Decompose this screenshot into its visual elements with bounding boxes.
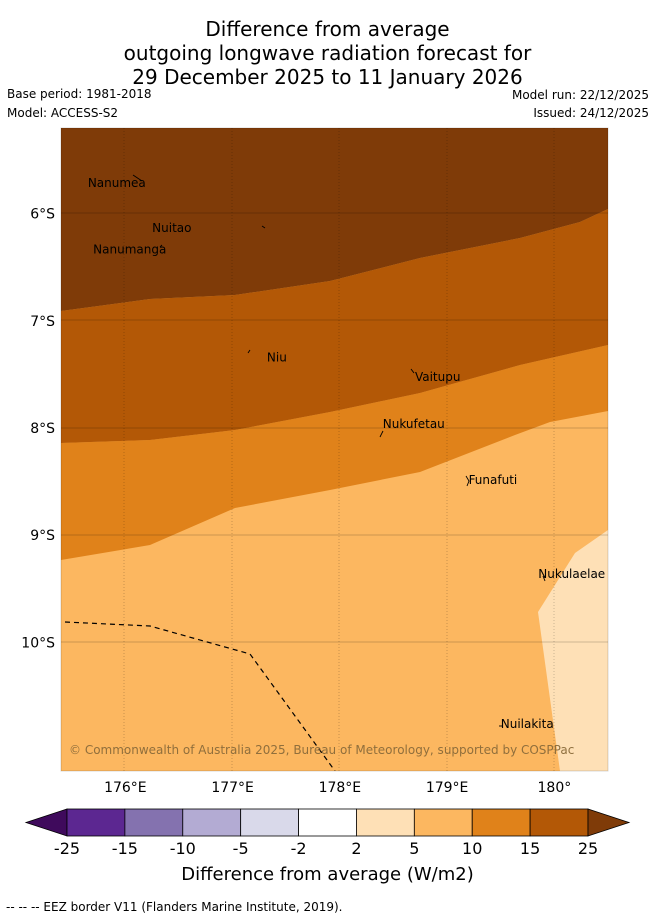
band-2-5 (538, 530, 608, 771)
place-label-vaitupu: Vaitupu (415, 370, 461, 384)
lat-tick-label: 6°S (30, 207, 55, 223)
place-label-funafuti: Funafuti (469, 473, 518, 487)
model-run: Model run: 22/12/2025 (511, 88, 649, 102)
colorbar-segment (471, 808, 531, 837)
band-15-25 (61, 209, 608, 443)
lat-tick-label: 7°S (30, 314, 55, 330)
lat-tick-label: 10°S (21, 635, 55, 651)
colorbar-tick-label: -2 (290, 839, 307, 858)
colorbar-extend-high (587, 808, 631, 837)
colorbar-tick-label: 2 (351, 839, 362, 858)
map-panel: Nanumea Nuitao Nanumanga Niu Vaitupu Nukufeta… (61, 128, 608, 771)
issued-date: Issued: 24/12/2025 (533, 106, 649, 120)
place-label-niu: Niu (267, 351, 287, 365)
colorbar-segment (413, 808, 473, 837)
eez-border (64, 621, 336, 771)
colorbar-tick-label: -10 (169, 839, 196, 858)
colorbar-segment (356, 808, 415, 837)
colorbar-tick-label: 15 (519, 839, 541, 858)
place-label-nuilakita: Nuilakita (501, 717, 554, 731)
colorbar-tick-label: -15 (111, 839, 138, 858)
title-line-3: 29 December 2025 to 11 January 2026 (132, 65, 523, 89)
colorbar-segment (182, 808, 242, 837)
colorbar-title: Difference from average (W/m2) (181, 864, 474, 885)
lat-tick-label: 9°S (30, 528, 55, 544)
lon-tick-label: 176°E (104, 780, 147, 796)
eez-legend-note: -- -- -- EEZ border V11 (Flanders Marine… (6, 900, 343, 914)
colorbar (24, 808, 631, 837)
lon-tick-label: 179°E (426, 780, 469, 796)
colorbar-tick-label: 5 (409, 839, 420, 858)
place-label-nanumanga: Nanumanga (93, 242, 166, 256)
title-line-2: outgoing longwave radiation forecast for (123, 41, 532, 65)
colorbar-segment (298, 808, 357, 837)
graticule (61, 128, 608, 771)
band-10-15 (61, 345, 608, 560)
colorbar-segment (529, 808, 589, 837)
colorbar-tick-label: -25 (53, 839, 81, 858)
colorbar-tick-label: 10 (462, 839, 483, 858)
base-period: Base period: 1981-2018 (7, 87, 152, 101)
title-line-1: Difference from average (205, 17, 450, 41)
place-label-nanumea: Nanumea (88, 176, 146, 190)
lon-tick-label: 178°E (319, 780, 362, 796)
place-label-nukufetau: Nukufetau (383, 417, 445, 431)
colorbar-segment (124, 808, 184, 837)
map-frame (60, 127, 609, 772)
colorbar-extend-low (24, 808, 68, 837)
model-name: Model: ACCESS-S2 (7, 106, 119, 120)
place-label-nukulaelae: Nukulaelae (538, 567, 605, 581)
copyright-text: © Commonwealth of Australia 2025, Bureau… (69, 743, 574, 757)
lon-tick-label: 180° (538, 780, 572, 796)
band-above-25 (61, 128, 608, 311)
island-outlines (132, 174, 546, 727)
place-label-nuitao: Nuitao (152, 221, 191, 235)
colorbar-tick-label: 25 (577, 839, 599, 858)
colorbar-tick-label: -5 (232, 839, 249, 858)
lon-tick-label: 177°E (211, 780, 254, 796)
colorbar-segment (66, 808, 126, 837)
lat-tick-label: 8°S (30, 421, 55, 437)
colorbar-segment (240, 808, 299, 837)
